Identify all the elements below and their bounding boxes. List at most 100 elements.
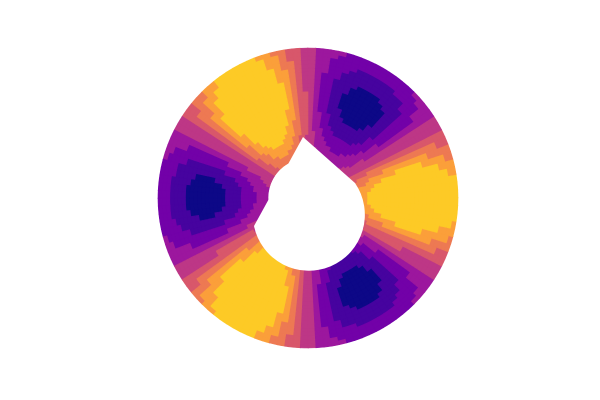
contour-cell xyxy=(307,110,313,116)
contour-cell xyxy=(301,90,309,96)
contour-cell xyxy=(426,197,431,205)
contour-cell xyxy=(433,197,439,206)
contour-cell xyxy=(451,212,458,222)
contour-cell xyxy=(181,191,186,199)
contour-cell xyxy=(386,197,392,203)
contour-cell xyxy=(193,191,198,199)
contour-cell xyxy=(307,94,314,100)
contour-cell xyxy=(181,197,187,206)
contour-cell xyxy=(307,51,316,57)
contour-cell xyxy=(157,205,164,215)
contour-cell xyxy=(445,197,451,206)
contour-cell xyxy=(429,190,435,199)
contour-cell xyxy=(200,197,206,205)
contour-cell xyxy=(307,327,316,333)
contour-cell xyxy=(301,308,309,313)
contour-cell xyxy=(232,193,237,199)
contour-cell xyxy=(449,197,455,206)
contour-cell xyxy=(208,192,214,199)
contour-cell xyxy=(422,197,427,205)
contour-cell xyxy=(406,197,412,204)
contour-cell xyxy=(398,197,404,204)
contour-cell xyxy=(410,197,416,204)
contour-cell xyxy=(173,190,179,199)
contour-cell xyxy=(301,83,309,88)
contour-cell xyxy=(177,190,183,199)
contour-cell xyxy=(303,272,309,278)
contour-cell xyxy=(200,192,206,199)
contour-cell xyxy=(189,197,194,205)
contour-cell xyxy=(418,191,423,199)
contour-cell xyxy=(307,67,316,73)
contour-cell xyxy=(307,308,315,313)
contour-cell xyxy=(453,197,459,207)
contour-cell xyxy=(322,48,332,55)
contour-cell xyxy=(300,67,309,73)
contour-cell xyxy=(165,190,171,199)
contour-cell xyxy=(303,280,309,286)
contour-cell xyxy=(307,47,317,53)
contour-cell xyxy=(302,292,309,298)
contour-cell xyxy=(302,296,309,302)
contour-cell xyxy=(299,47,309,53)
contour-cell xyxy=(315,342,325,349)
hole xyxy=(254,137,365,271)
contour-cell xyxy=(307,316,316,321)
contour-cell xyxy=(307,300,315,306)
contour-cell xyxy=(441,197,447,206)
contour-cell xyxy=(157,181,164,192)
contour-cell xyxy=(291,47,301,54)
contour-cell xyxy=(196,191,202,199)
contour-cell xyxy=(300,71,309,77)
contour-cell xyxy=(157,189,163,199)
contour-cell xyxy=(394,197,400,204)
contour-cell xyxy=(433,190,439,199)
contour-cell xyxy=(379,197,384,203)
contour-cell xyxy=(291,342,302,349)
contour-cell xyxy=(301,312,309,317)
contour-cell xyxy=(307,79,315,84)
contour-cell xyxy=(307,343,317,349)
contour-cell xyxy=(299,51,309,57)
contour-cell xyxy=(312,98,319,104)
contour-cell xyxy=(212,192,218,199)
contour-cell xyxy=(418,197,423,205)
contour-cell xyxy=(452,181,459,191)
contour-cell xyxy=(414,197,420,205)
contour-cell xyxy=(240,194,245,199)
contour-cell xyxy=(193,197,198,205)
contour-cell xyxy=(236,193,241,199)
contour-cell xyxy=(165,197,171,207)
contour-cell xyxy=(300,63,309,69)
contour-cell xyxy=(299,59,309,65)
contour-cell xyxy=(307,71,315,76)
contour-cell xyxy=(307,126,313,131)
contour-cell xyxy=(302,288,309,294)
contour-cell xyxy=(307,102,314,108)
contour-cell xyxy=(216,192,222,199)
contour-cell xyxy=(301,320,309,325)
contour-cell xyxy=(363,197,368,202)
contour-cell xyxy=(307,304,315,310)
contour-cell xyxy=(453,189,459,199)
contour-cell xyxy=(402,202,408,209)
contour-cell xyxy=(177,197,183,206)
contour-cell xyxy=(300,331,309,337)
contour-cell xyxy=(371,197,376,202)
contour-cell xyxy=(297,292,304,298)
contour-cell xyxy=(208,187,214,194)
contour-cell xyxy=(301,316,309,321)
contour-cell xyxy=(307,319,316,325)
contour-cell xyxy=(307,122,313,127)
contour-cell xyxy=(414,191,420,199)
contour-cell xyxy=(390,197,396,203)
contour-cell xyxy=(307,335,317,341)
contour-cell xyxy=(301,79,309,84)
contour-cell xyxy=(307,59,316,65)
contour-cell xyxy=(449,189,455,199)
contour-cell xyxy=(196,197,202,205)
contour-cell xyxy=(301,86,309,92)
contour-cell xyxy=(157,197,163,207)
contour-cell xyxy=(161,190,167,199)
